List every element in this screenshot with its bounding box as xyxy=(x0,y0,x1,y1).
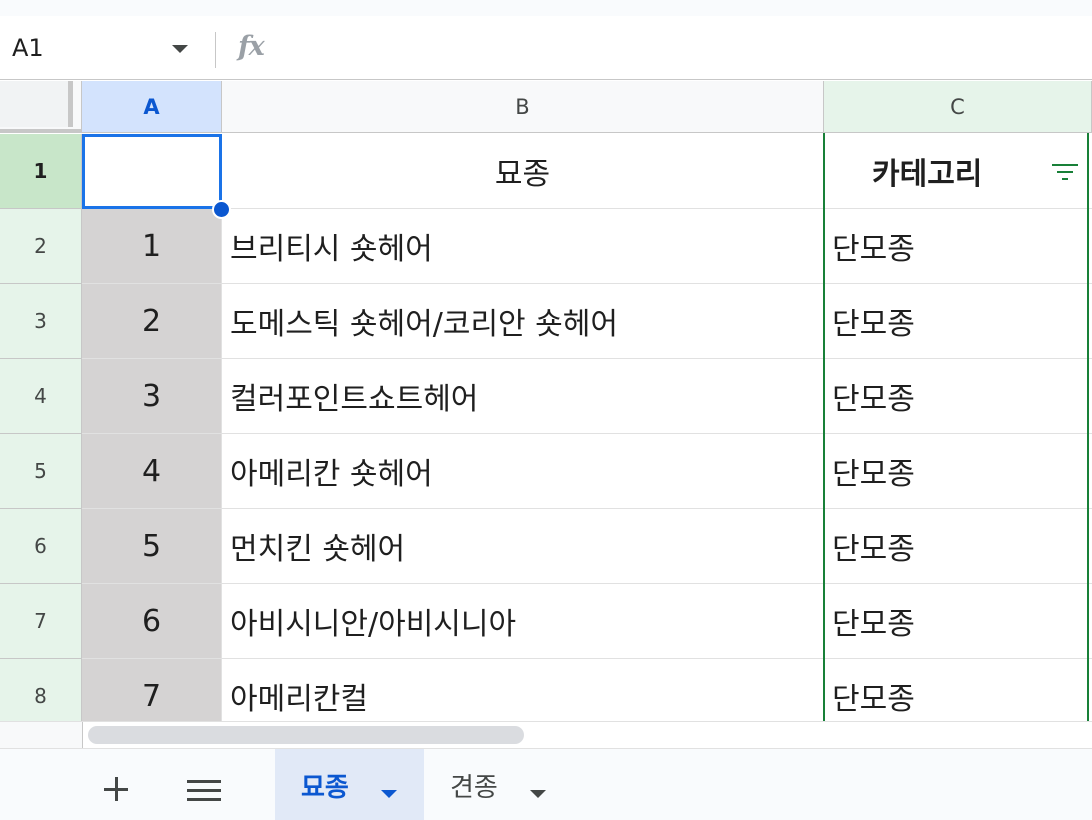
fx-icon: fx xyxy=(238,31,265,62)
row-header[interactable]: 1 xyxy=(0,134,82,209)
select-all-corner[interactable] xyxy=(0,81,82,133)
fill-handle[interactable] xyxy=(212,200,231,219)
chevron-down-icon[interactable] xyxy=(530,790,546,798)
sheet-tab-label: 묘종 xyxy=(301,772,349,803)
cell-a[interactable]: 6 xyxy=(82,584,222,659)
name-box[interactable]: A1 xyxy=(12,34,44,62)
cell-c[interactable]: 단모종 xyxy=(824,284,1092,359)
cell-b[interactable]: 아메리칸컬 xyxy=(222,659,824,721)
row-header[interactable]: 5 xyxy=(0,434,82,509)
horizontal-scrollbar xyxy=(0,721,1092,748)
scrollbar-stub xyxy=(0,722,83,748)
formula-input[interactable] xyxy=(290,34,1070,62)
cell-c[interactable]: 단모종 xyxy=(824,509,1092,584)
row-header[interactable]: 7 xyxy=(0,584,82,659)
filter-range-border xyxy=(823,133,825,721)
cell-a[interactable]: 2 xyxy=(82,284,222,359)
hamburger-icon[interactable] xyxy=(187,780,221,802)
cell-c[interactable]: 단모종 xyxy=(824,434,1092,509)
cell-b[interactable]: 아메리칸 숏헤어 xyxy=(222,434,824,509)
formula-bar: A1 fx xyxy=(0,16,1092,80)
column-header-b[interactable]: B xyxy=(222,81,824,133)
chevron-down-icon[interactable] xyxy=(381,790,397,798)
scrollbar-thumb[interactable] xyxy=(88,726,524,744)
cell-b1[interactable]: 묘종 xyxy=(222,134,824,209)
sheet-tab-gyeonjong[interactable]: 견종 xyxy=(424,749,564,820)
sheet-grid: A B C 1 묘종 카테고리 2 1 브리티시 숏헤어 단모종 3 2 도메스… xyxy=(0,81,1092,721)
cell-c1[interactable]: 카테고리 xyxy=(824,134,1092,209)
cell-a[interactable]: 1 xyxy=(82,209,222,284)
row-header[interactable]: 8 xyxy=(0,659,82,721)
cell-a[interactable]: 4 xyxy=(82,434,222,509)
toolbar-edge xyxy=(0,0,1092,16)
cell-b[interactable]: 먼치킨 숏헤어 xyxy=(222,509,824,584)
column-header-a[interactable]: A xyxy=(82,81,222,133)
column-header-c[interactable]: C xyxy=(824,81,1092,133)
name-box-dropdown-icon[interactable] xyxy=(172,45,188,53)
row-header[interactable]: 4 xyxy=(0,359,82,434)
cell-c[interactable]: 단모종 xyxy=(824,659,1092,721)
filter-icon[interactable] xyxy=(1052,164,1078,182)
cell-a[interactable]: 7 xyxy=(82,659,222,721)
plus-icon[interactable] xyxy=(100,773,132,805)
freeze-handle[interactable] xyxy=(0,81,73,127)
cell-c[interactable]: 단모종 xyxy=(824,584,1092,659)
sheet-tab-myojong[interactable]: 묘종 xyxy=(275,749,424,820)
row-header[interactable]: 6 xyxy=(0,509,82,584)
cell-a1[interactable] xyxy=(82,134,222,209)
cell-b[interactable]: 브리티시 숏헤어 xyxy=(222,209,824,284)
sheet-tab-bar: 묘종 견종 xyxy=(0,748,1092,820)
row-header[interactable]: 3 xyxy=(0,284,82,359)
cell-a[interactable]: 5 xyxy=(82,509,222,584)
cell-b[interactable]: 아비시니안/아비시니아 xyxy=(222,584,824,659)
cell-b[interactable]: 컬러포인트쇼트헤어 xyxy=(222,359,824,434)
formula-bar-divider xyxy=(215,32,216,68)
row-header[interactable]: 2 xyxy=(0,209,82,284)
sheet-tab-label: 견종 xyxy=(450,772,498,803)
cell-b[interactable]: 도메스틱 숏헤어/코리안 숏헤어 xyxy=(222,284,824,359)
cell-a[interactable]: 3 xyxy=(82,359,222,434)
cell-c[interactable]: 단모종 xyxy=(824,209,1092,284)
cell-c[interactable]: 단모종 xyxy=(824,359,1092,434)
filter-range-border xyxy=(1087,133,1089,721)
